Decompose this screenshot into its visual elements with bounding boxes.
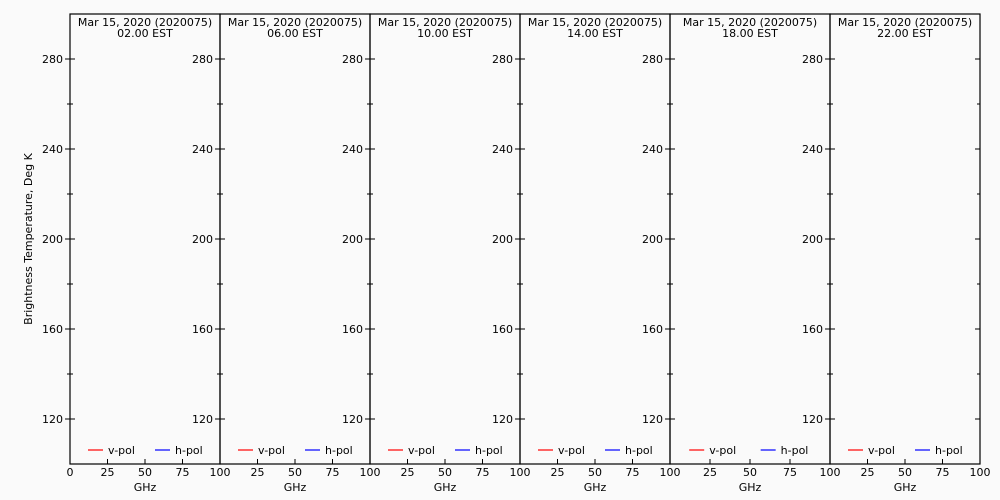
y-tick-label: 240 — [492, 143, 513, 156]
x-tick-label: 25 — [101, 466, 115, 479]
x-tick-label: 50 — [438, 466, 452, 479]
x-axis-label: GHz — [894, 481, 917, 494]
y-tick-label: 280 — [802, 53, 823, 66]
x-tick-label: 100 — [820, 466, 841, 479]
y-tick-label: 280 — [642, 53, 663, 66]
y-tick-label: 200 — [42, 233, 63, 246]
x-tick-label: 50 — [288, 466, 302, 479]
y-tick-label: 240 — [42, 143, 63, 156]
legend-label: h-pol — [175, 444, 203, 457]
legend-label: h-pol — [475, 444, 503, 457]
legend-label: v-pol — [709, 444, 736, 457]
y-tick-label: 280 — [42, 53, 63, 66]
panel-subtitle: 06.00 EST — [267, 27, 323, 40]
y-tick-label: 160 — [802, 323, 823, 336]
panel-title: Mar 15, 2020 (2020075) — [528, 16, 662, 29]
x-tick-label: 50 — [588, 466, 602, 479]
x-tick-label: 100 — [210, 466, 231, 479]
x-tick-label: 75 — [783, 466, 797, 479]
legend-label: v-pol — [408, 444, 435, 457]
y-tick-label: 120 — [192, 413, 213, 426]
x-axis-label: GHz — [739, 481, 762, 494]
x-tick-label: 25 — [551, 466, 565, 479]
panel-title: Mar 15, 2020 (2020075) — [683, 16, 817, 29]
y-tick-label: 160 — [642, 323, 663, 336]
x-tick-label: 0 — [67, 466, 74, 479]
y-tick-label: 120 — [802, 413, 823, 426]
y-tick-label: 160 — [192, 323, 213, 336]
x-tick-label: 100 — [660, 466, 681, 479]
y-axis-label: Brightness Temperature, Deg K — [22, 152, 35, 324]
y-tick-label: 200 — [342, 233, 363, 246]
y-tick-label: 240 — [802, 143, 823, 156]
x-tick-label: 100 — [970, 466, 991, 479]
x-tick-label: 75 — [626, 466, 640, 479]
y-tick-label: 120 — [42, 413, 63, 426]
x-axis-label: GHz — [584, 481, 607, 494]
x-tick-label: 25 — [861, 466, 875, 479]
legend-label: h-pol — [325, 444, 353, 457]
x-axis-label: GHz — [434, 481, 457, 494]
panel-title: Mar 15, 2020 (2020075) — [228, 16, 362, 29]
panel-subtitle: 10.00 EST — [417, 27, 473, 40]
panel-subtitle: 14.00 EST — [567, 27, 623, 40]
panel-frame — [829, 13, 981, 465]
y-tick-label: 240 — [192, 143, 213, 156]
x-tick-label: 50 — [743, 466, 757, 479]
x-axis-label: GHz — [284, 481, 307, 494]
x-tick-label: 50 — [898, 466, 912, 479]
legend-label: v-pol — [558, 444, 585, 457]
x-axis-label: GHz — [134, 481, 157, 494]
y-tick-label: 200 — [802, 233, 823, 246]
legend-label: h-pol — [781, 444, 809, 457]
y-tick-label: 280 — [492, 53, 513, 66]
y-tick-label: 160 — [492, 323, 513, 336]
x-tick-label: 100 — [360, 466, 381, 479]
legend-label: v-pol — [868, 444, 895, 457]
y-tick-label: 280 — [342, 53, 363, 66]
y-tick-label: 120 — [642, 413, 663, 426]
panel-subtitle: 22.00 EST — [877, 27, 933, 40]
y-tick-label: 200 — [642, 233, 663, 246]
x-tick-label: 75 — [326, 466, 340, 479]
y-tick-label: 200 — [192, 233, 213, 246]
y-tick-label: 160 — [42, 323, 63, 336]
panel-title: Mar 15, 2020 (2020075) — [378, 16, 512, 29]
x-tick-label: 25 — [703, 466, 717, 479]
x-tick-label: 25 — [401, 466, 415, 479]
x-tick-label: 75 — [176, 466, 190, 479]
x-tick-label: 75 — [936, 466, 950, 479]
y-tick-label: 120 — [342, 413, 363, 426]
y-tick-label: 240 — [642, 143, 663, 156]
legend-label: v-pol — [108, 444, 135, 457]
y-tick-label: 240 — [342, 143, 363, 156]
y-tick-label: 160 — [342, 323, 363, 336]
panel-subtitle: 02.00 EST — [117, 27, 173, 40]
panel-title: Mar 15, 2020 (2020075) — [78, 16, 212, 29]
x-tick-label: 25 — [251, 466, 265, 479]
x-tick-label: 100 — [510, 466, 531, 479]
panel-title: Mar 15, 2020 (2020075) — [838, 16, 972, 29]
x-tick-label: 50 — [138, 466, 152, 479]
y-tick-label: 280 — [192, 53, 213, 66]
legend-label: h-pol — [625, 444, 653, 457]
legend-label: h-pol — [935, 444, 963, 457]
panel-subtitle: 18.00 EST — [722, 27, 778, 40]
y-tick-label: 200 — [492, 233, 513, 246]
legend-label: v-pol — [258, 444, 285, 457]
x-tick-label: 75 — [476, 466, 490, 479]
y-tick-label: 120 — [492, 413, 513, 426]
